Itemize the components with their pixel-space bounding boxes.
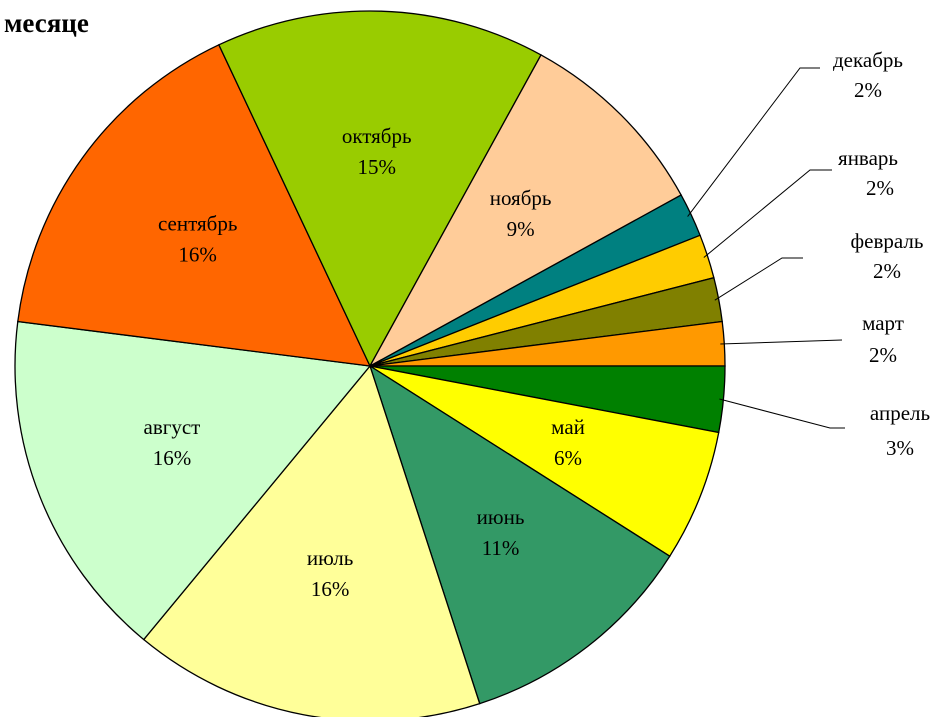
- pie-slice: [17, 43, 372, 367]
- slice-value: 2%: [866, 176, 894, 200]
- slice-value: 3%: [886, 436, 914, 460]
- slice-value: 16%: [153, 446, 192, 470]
- leader-line: [714, 257, 803, 301]
- slice-value: 2%: [873, 259, 901, 283]
- slice-label: ноябрь: [490, 186, 552, 210]
- slice-value: 9%: [507, 217, 535, 241]
- slice-label: апрель: [870, 401, 930, 425]
- pie-slice: [142, 364, 481, 717]
- slice-value: 2%: [869, 343, 897, 367]
- slice-label: февраль: [851, 229, 924, 253]
- slice-value: 6%: [554, 446, 582, 470]
- slice-label: октябрь: [342, 124, 412, 148]
- slice-label: май: [551, 415, 585, 439]
- pie-slice: [14, 320, 372, 641]
- slice-label: декабрь: [833, 48, 903, 72]
- leader-line: [720, 339, 843, 345]
- slice-label: август: [144, 415, 201, 439]
- chart-title: месяце: [4, 8, 89, 38]
- slice-label: июль: [307, 546, 353, 570]
- pie-slice: [368, 54, 682, 368]
- leader-line: [687, 67, 820, 217]
- slice-label: январь: [838, 146, 898, 170]
- slice-value: 11%: [482, 536, 520, 560]
- pie-slice: [368, 364, 671, 705]
- pie-slice: [217, 10, 542, 368]
- slice-value: 16%: [311, 577, 350, 601]
- leader-line: [719, 398, 845, 429]
- slice-value: 15%: [357, 155, 396, 179]
- leader-line: [703, 169, 832, 258]
- slice-value: 16%: [178, 243, 217, 267]
- slice-label: март: [862, 311, 904, 335]
- slice-label: июнь: [477, 505, 525, 529]
- slice-value: 2%: [854, 78, 882, 102]
- pie-slice: [369, 365, 720, 558]
- slice-label: сентябрь: [158, 212, 237, 236]
